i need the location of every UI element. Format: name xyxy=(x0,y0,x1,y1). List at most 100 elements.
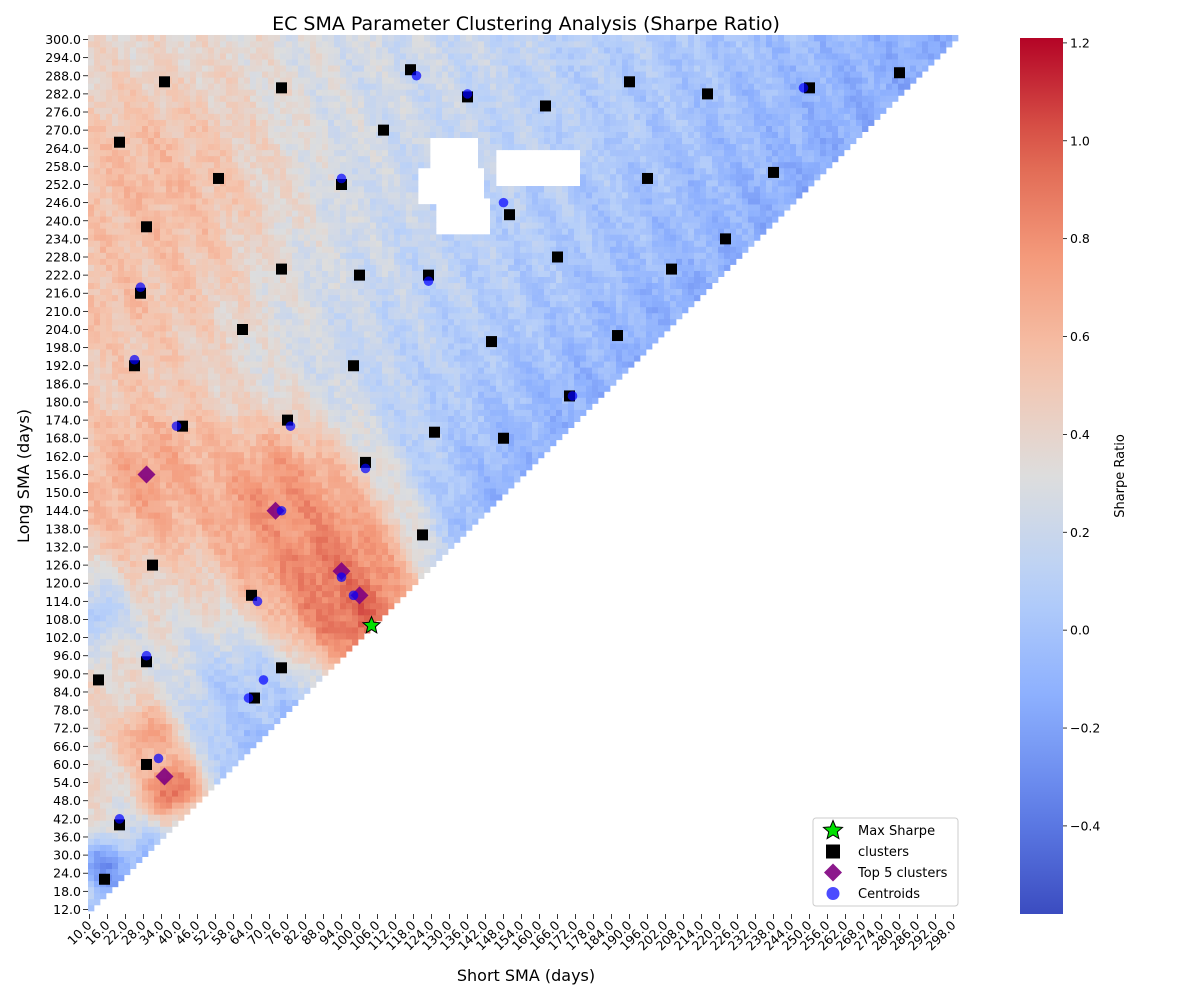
heatmap-cell xyxy=(124,469,131,477)
heatmap-cell xyxy=(160,699,167,706)
heatmap-cell xyxy=(94,548,101,555)
heatmap-cell xyxy=(526,421,533,429)
heatmap-cell xyxy=(166,572,173,580)
heatmap-cell xyxy=(94,602,101,610)
heatmap-cell xyxy=(214,669,221,676)
heatmap-cell xyxy=(358,373,365,380)
heatmap-cell xyxy=(196,324,203,332)
heatmap-cell xyxy=(562,331,569,338)
heatmap-cell xyxy=(220,747,227,755)
heatmap-cell xyxy=(334,331,341,338)
heatmap-cell xyxy=(280,361,287,368)
heatmap-cell xyxy=(154,476,161,483)
heatmap-cell xyxy=(238,663,245,670)
heatmap-cell xyxy=(466,500,473,507)
heatmap-cell xyxy=(106,747,113,755)
heatmap-cell xyxy=(142,488,149,495)
heatmap-cell xyxy=(112,397,119,404)
heatmap-cell xyxy=(160,530,167,537)
heatmap-cell xyxy=(352,433,359,441)
heatmap-cell xyxy=(382,367,389,374)
heatmap-cell xyxy=(352,530,359,537)
heatmap-cell xyxy=(262,421,269,429)
heatmap-cell xyxy=(598,337,605,344)
heatmap-cell xyxy=(328,331,335,338)
heatmap-cell xyxy=(268,669,275,676)
heatmap-cell xyxy=(262,723,269,731)
heatmap-cell xyxy=(100,482,107,489)
heatmap-cell xyxy=(436,457,443,465)
heatmap-cell xyxy=(196,784,203,791)
heatmap-cell xyxy=(418,476,425,483)
heatmap-cell xyxy=(214,663,221,670)
heatmap-cell xyxy=(328,469,335,477)
heatmap-cell xyxy=(418,463,425,471)
heatmap-cell xyxy=(352,373,359,380)
heatmap-cell xyxy=(424,469,431,477)
heatmap-cell xyxy=(274,645,281,652)
heatmap-cell xyxy=(226,741,233,749)
heatmap-cell xyxy=(268,572,275,580)
heatmap-cell xyxy=(262,373,269,380)
heatmap-cell xyxy=(388,578,395,586)
heatmap-cell xyxy=(274,391,281,398)
heatmap-cell xyxy=(454,391,461,398)
heatmap-cell xyxy=(256,620,263,628)
heatmap-cell xyxy=(202,633,209,640)
heatmap-cell xyxy=(262,663,269,670)
heatmap-cell xyxy=(208,385,215,392)
heatmap-cell xyxy=(514,361,521,368)
heatmap-cell xyxy=(514,318,521,326)
heatmap-cell xyxy=(358,361,365,368)
heatmap-cell xyxy=(550,373,557,380)
heatmap-cell xyxy=(352,614,359,622)
heatmap-cell xyxy=(214,512,221,519)
heatmap-cell xyxy=(472,476,479,483)
heatmap-cell xyxy=(136,379,143,386)
heatmap-cell xyxy=(232,421,239,429)
heatmap-cell xyxy=(244,554,251,561)
heatmap-cell xyxy=(514,439,521,447)
heatmap-cell xyxy=(172,324,179,332)
heatmap-cell xyxy=(472,421,479,429)
heatmap-cell xyxy=(298,681,305,688)
heatmap-cell xyxy=(322,500,329,507)
heatmap-cell xyxy=(148,778,155,785)
heatmap-cell xyxy=(400,476,407,483)
heatmap-cell xyxy=(358,433,365,441)
heatmap-cell xyxy=(214,349,221,356)
heatmap-cell xyxy=(586,312,593,320)
heatmap-cell xyxy=(346,596,353,604)
heatmap-cell xyxy=(142,427,149,435)
heatmap-cell xyxy=(178,584,185,592)
heatmap-cell xyxy=(304,554,311,561)
heatmap-cell xyxy=(358,409,365,416)
heatmap-cell xyxy=(346,542,353,549)
heatmap-cell xyxy=(160,614,167,622)
heatmap-cell xyxy=(502,457,509,465)
heatmap-cell xyxy=(580,397,587,404)
heatmap-cell xyxy=(394,524,401,531)
heatmap-cell xyxy=(460,331,467,338)
heatmap-cell xyxy=(172,331,179,338)
heatmap-cell xyxy=(262,427,269,435)
heatmap-cell xyxy=(586,361,593,368)
heatmap-cell xyxy=(502,385,509,392)
heatmap-cell xyxy=(238,361,245,368)
heatmap-cell xyxy=(406,324,413,332)
heatmap-cell xyxy=(172,699,179,706)
heatmap-cell xyxy=(304,469,311,477)
heatmap-cell xyxy=(502,373,509,380)
heatmap-cell xyxy=(268,439,275,447)
heatmap-cell xyxy=(514,312,521,320)
heatmap-cell xyxy=(316,572,323,580)
heatmap-cell xyxy=(478,385,485,392)
heatmap-cell xyxy=(94,844,101,851)
heatmap-cell xyxy=(142,772,149,779)
heatmap-cell xyxy=(262,681,269,688)
heatmap-cell xyxy=(598,324,605,332)
heatmap-cell xyxy=(286,699,293,706)
heatmap-cell xyxy=(100,633,107,640)
heatmap-cell xyxy=(196,312,203,320)
heatmap-cell xyxy=(226,705,233,712)
